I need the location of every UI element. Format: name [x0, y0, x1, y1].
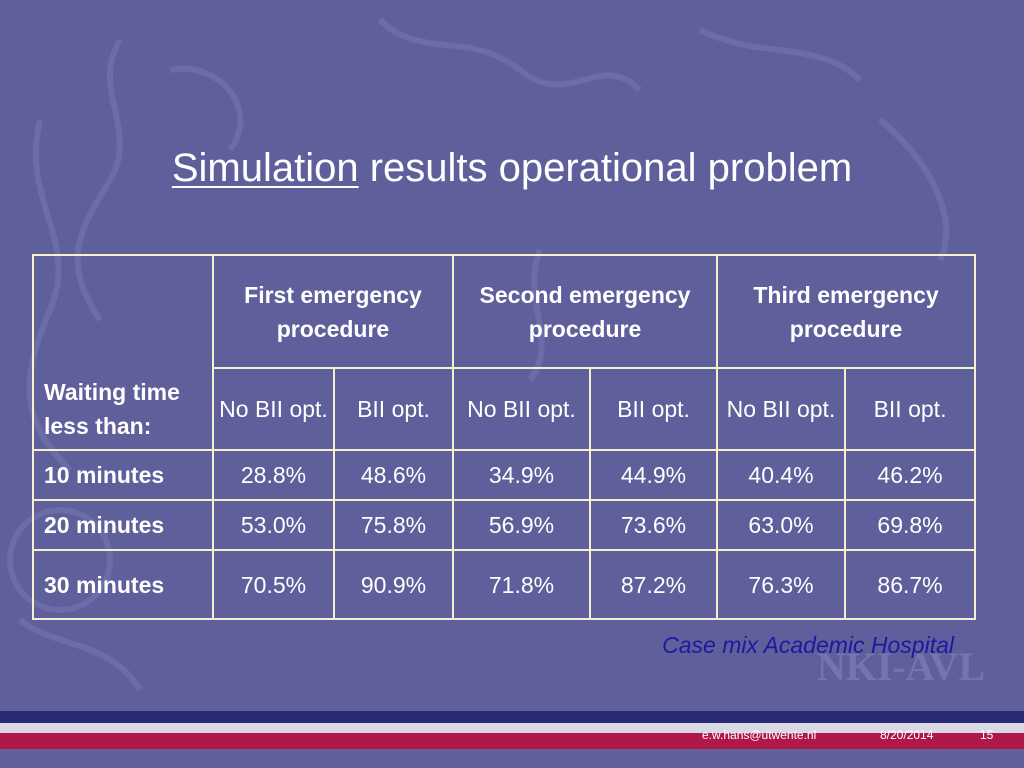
table-cell: 75.8% [333, 499, 454, 551]
table-cell: 86.7% [844, 549, 977, 620]
title-underlined-word: Simulation [171, 146, 359, 190]
footer-band-light [0, 723, 1024, 733]
table-cell: 87.2% [588, 549, 719, 620]
group-header-first: First emergency procedure [212, 254, 454, 369]
group-header-second: Second emergency procedure [451, 254, 719, 369]
group-header-third: Third emergency procedure [716, 254, 977, 369]
footer-band-red [0, 733, 1024, 749]
table-cell: 69.8% [844, 499, 977, 551]
table-cell: 76.3% [716, 549, 847, 620]
row-label: 20 minutes [32, 499, 214, 551]
title-rest: results operational problem [358, 146, 853, 190]
footer-email: e.w.hans@utwente.nl [702, 728, 817, 742]
table-cell: 53.0% [212, 499, 335, 551]
footer-band-blue [0, 711, 1024, 723]
subheader-no-bii-third: No BII opt. [716, 367, 847, 451]
table-cell: 56.9% [452, 499, 591, 551]
table-cell: 34.9% [452, 449, 591, 501]
table-cell: 71.8% [452, 549, 591, 620]
table-cell: 44.9% [588, 449, 719, 501]
table-row: 30 minutes 70.5% 90.9% 71.8% 87.2% 76.3%… [32, 549, 977, 620]
table-cell: 90.9% [333, 549, 454, 620]
row-label: 30 minutes [32, 549, 214, 620]
subheader-no-bii-second: No BII opt. [452, 367, 591, 451]
footer-page-number: 15 [980, 728, 994, 742]
table-cell: 63.0% [716, 499, 847, 551]
subheader-bii-third: BII opt. [844, 367, 977, 451]
row-label: 10 minutes [32, 449, 214, 501]
table-row: 20 minutes 53.0% 75.8% 56.9% 73.6% 63.0%… [32, 499, 977, 551]
table-cell: 48.6% [333, 449, 454, 501]
table-cell: 40.4% [716, 449, 847, 501]
table-cell: 28.8% [212, 449, 335, 501]
subheader-bii-second: BII opt. [588, 367, 719, 451]
slide-title: Simulation results operational problem [0, 146, 1024, 191]
subheader-bii-first: BII opt. [333, 367, 454, 451]
table-cell: 73.6% [588, 499, 719, 551]
corner-header: Waiting time less than: [32, 254, 214, 451]
table-cell: 46.2% [844, 449, 977, 501]
table-caption: Case mix Academic Hospital [662, 632, 954, 658]
table-row: 10 minutes 28.8% 48.6% 34.9% 44.9% 40.4%… [32, 449, 977, 501]
footer-date: 8/20/2014 [880, 728, 934, 742]
simulation-results-table: Waiting time less than: First emergency … [32, 254, 977, 620]
subheader-no-bii-first: No BII opt. [212, 367, 335, 451]
table-cell: 70.5% [212, 549, 335, 620]
